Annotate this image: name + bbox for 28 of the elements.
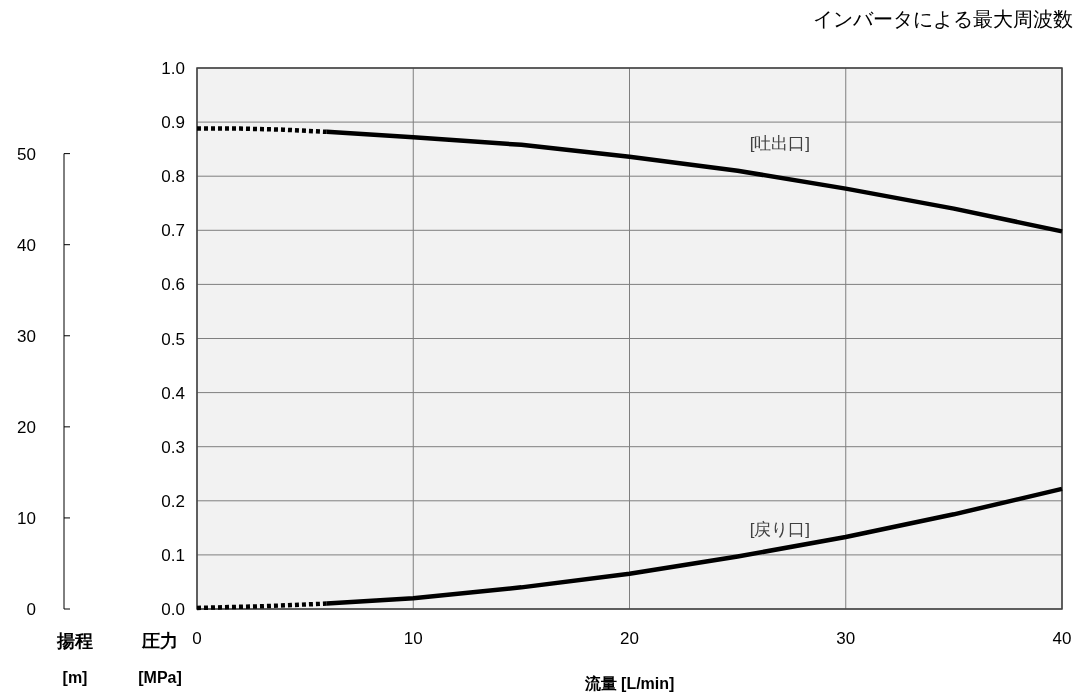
series-label: [吐出口] <box>749 133 811 153</box>
text: インバータによる最大周波数 <box>813 8 1073 30</box>
y-tick-label: 0.1 <box>161 545 185 565</box>
y2-tick-label: 10 <box>17 508 36 528</box>
x-tick-label: 40 <box>1052 629 1072 648</box>
y-tick-label: 0.3 <box>161 437 185 457</box>
y2-tick-label: 50 <box>17 144 36 164</box>
y-tick-label: 0.4 <box>161 383 185 403</box>
y-tick-label: 0.6 <box>161 275 185 295</box>
y-tick-label: 0.0 <box>161 600 185 619</box>
y-tick-label: 0.5 <box>161 329 185 349</box>
x-tick-label: 20 <box>620 629 639 648</box>
y-tick-label: 0.2 <box>161 491 185 511</box>
x-axis-title: 流量 [L/min] <box>583 674 675 692</box>
y2-axis-title: 揚程 [m] <box>56 631 93 686</box>
x-tick-label: 10 <box>403 629 423 648</box>
y-tick-label: 0.7 <box>161 221 185 241</box>
y-tick-label: 0.8 <box>161 167 185 187</box>
y2-tick-label: 20 <box>17 417 36 437</box>
x-tick-label: 0 <box>192 629 202 648</box>
y2-tick-label: 0 <box>26 600 36 619</box>
y-tick-label: 0.9 <box>161 113 185 133</box>
y-axis-title: 圧力 [MPa] <box>138 631 182 686</box>
y2-tick-label: 40 <box>17 235 36 255</box>
y2-tick-label: 30 <box>17 326 36 346</box>
y-tick-label: 1.0 <box>161 59 185 78</box>
series-label: [戻り口] <box>749 519 811 539</box>
x-tick-label: 30 <box>836 629 856 648</box>
